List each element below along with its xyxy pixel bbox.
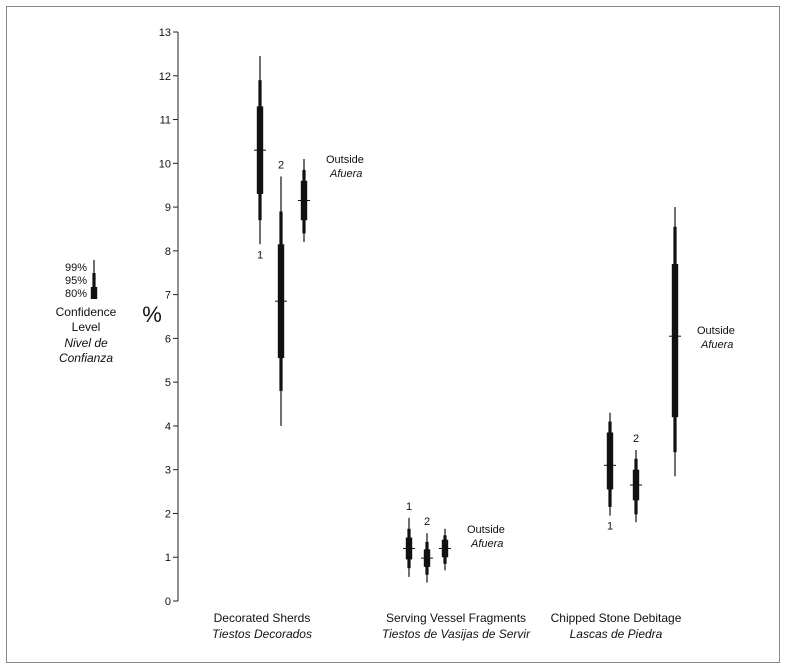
series-label: 2 xyxy=(424,516,430,528)
legend-title-es: Nivel de xyxy=(64,336,108,350)
interval-mark xyxy=(439,528,451,571)
interval-mark xyxy=(669,207,681,477)
y-tick-label: 9 xyxy=(165,202,171,214)
category-label: Decorated Sherds xyxy=(214,611,311,625)
interval-mark xyxy=(421,533,433,583)
legend-level: 95% xyxy=(65,275,87,287)
legend-title: Level xyxy=(72,320,101,334)
interval-marks xyxy=(254,56,681,583)
interval-mark xyxy=(630,449,642,523)
y-tick-label: 2 xyxy=(165,508,171,520)
y-tick-label: 6 xyxy=(165,333,171,345)
category-label-es: Tiestos Decorados xyxy=(212,627,312,641)
y-tick-label: 3 xyxy=(165,465,171,477)
y-tick-label: 0 xyxy=(165,596,171,608)
legend-ci95-bar xyxy=(92,273,96,299)
legend-title: Confidence xyxy=(56,305,117,319)
legend-level: 99% xyxy=(65,262,87,274)
series-label: Outside xyxy=(467,524,505,536)
series-label: Outside xyxy=(697,325,735,337)
series-label: 1 xyxy=(406,501,412,513)
y-tick-label: 7 xyxy=(165,290,171,302)
series-label: 1 xyxy=(607,521,613,533)
y-tick-label: 10 xyxy=(159,158,171,170)
y-axis-label: % xyxy=(142,302,162,327)
y-tick-label: 11 xyxy=(160,115,171,127)
category-label-es: Lascas de Piedra xyxy=(570,627,663,641)
legend-title-es: Confianza xyxy=(59,351,113,365)
interval-mark xyxy=(298,158,310,243)
y-tick-label: 1 xyxy=(165,552,171,564)
ci80-box xyxy=(606,432,614,490)
interval-mark xyxy=(254,56,266,245)
series-label: 2 xyxy=(633,433,639,445)
chart-frame xyxy=(6,6,780,663)
series-label: 1 xyxy=(257,249,263,261)
ci80-box xyxy=(671,263,679,418)
y-tick-label: 8 xyxy=(165,246,171,258)
y-tick-label: 4 xyxy=(165,421,171,433)
series-label: 2 xyxy=(278,159,284,171)
y-tick-label: 13 xyxy=(159,27,171,39)
legend-level: 80% xyxy=(65,288,87,300)
interval-mark xyxy=(403,517,415,577)
chart-labels: 12 OutsideAfuera12OutsideAfuera12OutsideA… xyxy=(212,154,735,641)
interval-mark xyxy=(275,176,287,426)
category-label: Chipped Stone Debitage xyxy=(551,611,682,625)
series-label-es: Afuera xyxy=(329,168,362,180)
series-label: Outside xyxy=(326,154,364,166)
category-label: Serving Vessel Fragments xyxy=(386,611,526,625)
y-tick-label: 12 xyxy=(159,71,171,83)
category-label-es: Tiestos de Vasijas de Servir xyxy=(382,627,531,641)
series-label-es: Afuera xyxy=(700,339,733,351)
legend-ci80-box xyxy=(90,287,98,299)
y-tick-label: 5 xyxy=(165,377,171,389)
interval-mark xyxy=(604,412,616,516)
series-label-es: Afuera xyxy=(470,538,503,550)
